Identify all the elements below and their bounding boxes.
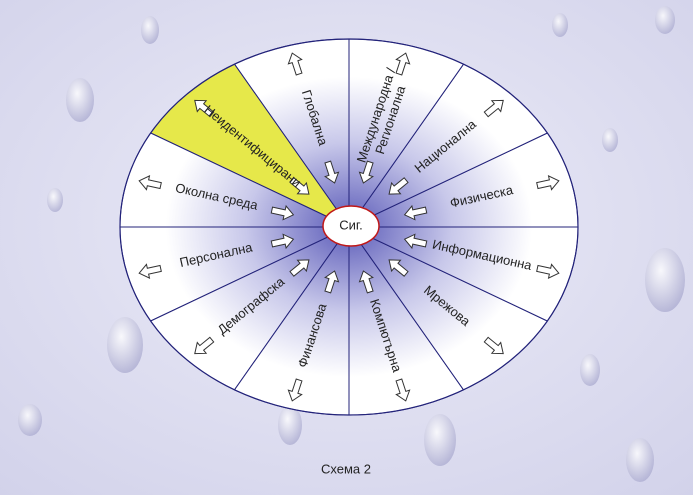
droplet: [107, 317, 143, 373]
droplet: [602, 128, 618, 152]
droplet: [66, 78, 94, 122]
page: ФизическаНационалнаМеждународна /Региона…: [0, 0, 693, 495]
diagram: ФизическаНационалнаМеждународна /Региона…: [0, 0, 693, 495]
droplet: [47, 188, 63, 212]
droplet: [424, 414, 456, 466]
droplet: [552, 13, 568, 37]
droplet: [141, 16, 159, 44]
droplet: [278, 405, 302, 445]
droplet: [580, 354, 600, 386]
droplet: [645, 248, 685, 312]
center-label: Сиг.: [339, 217, 362, 232]
droplet: [626, 438, 654, 482]
droplet: [18, 404, 42, 436]
caption: Схема 2: [321, 461, 371, 476]
droplet: [655, 6, 675, 34]
